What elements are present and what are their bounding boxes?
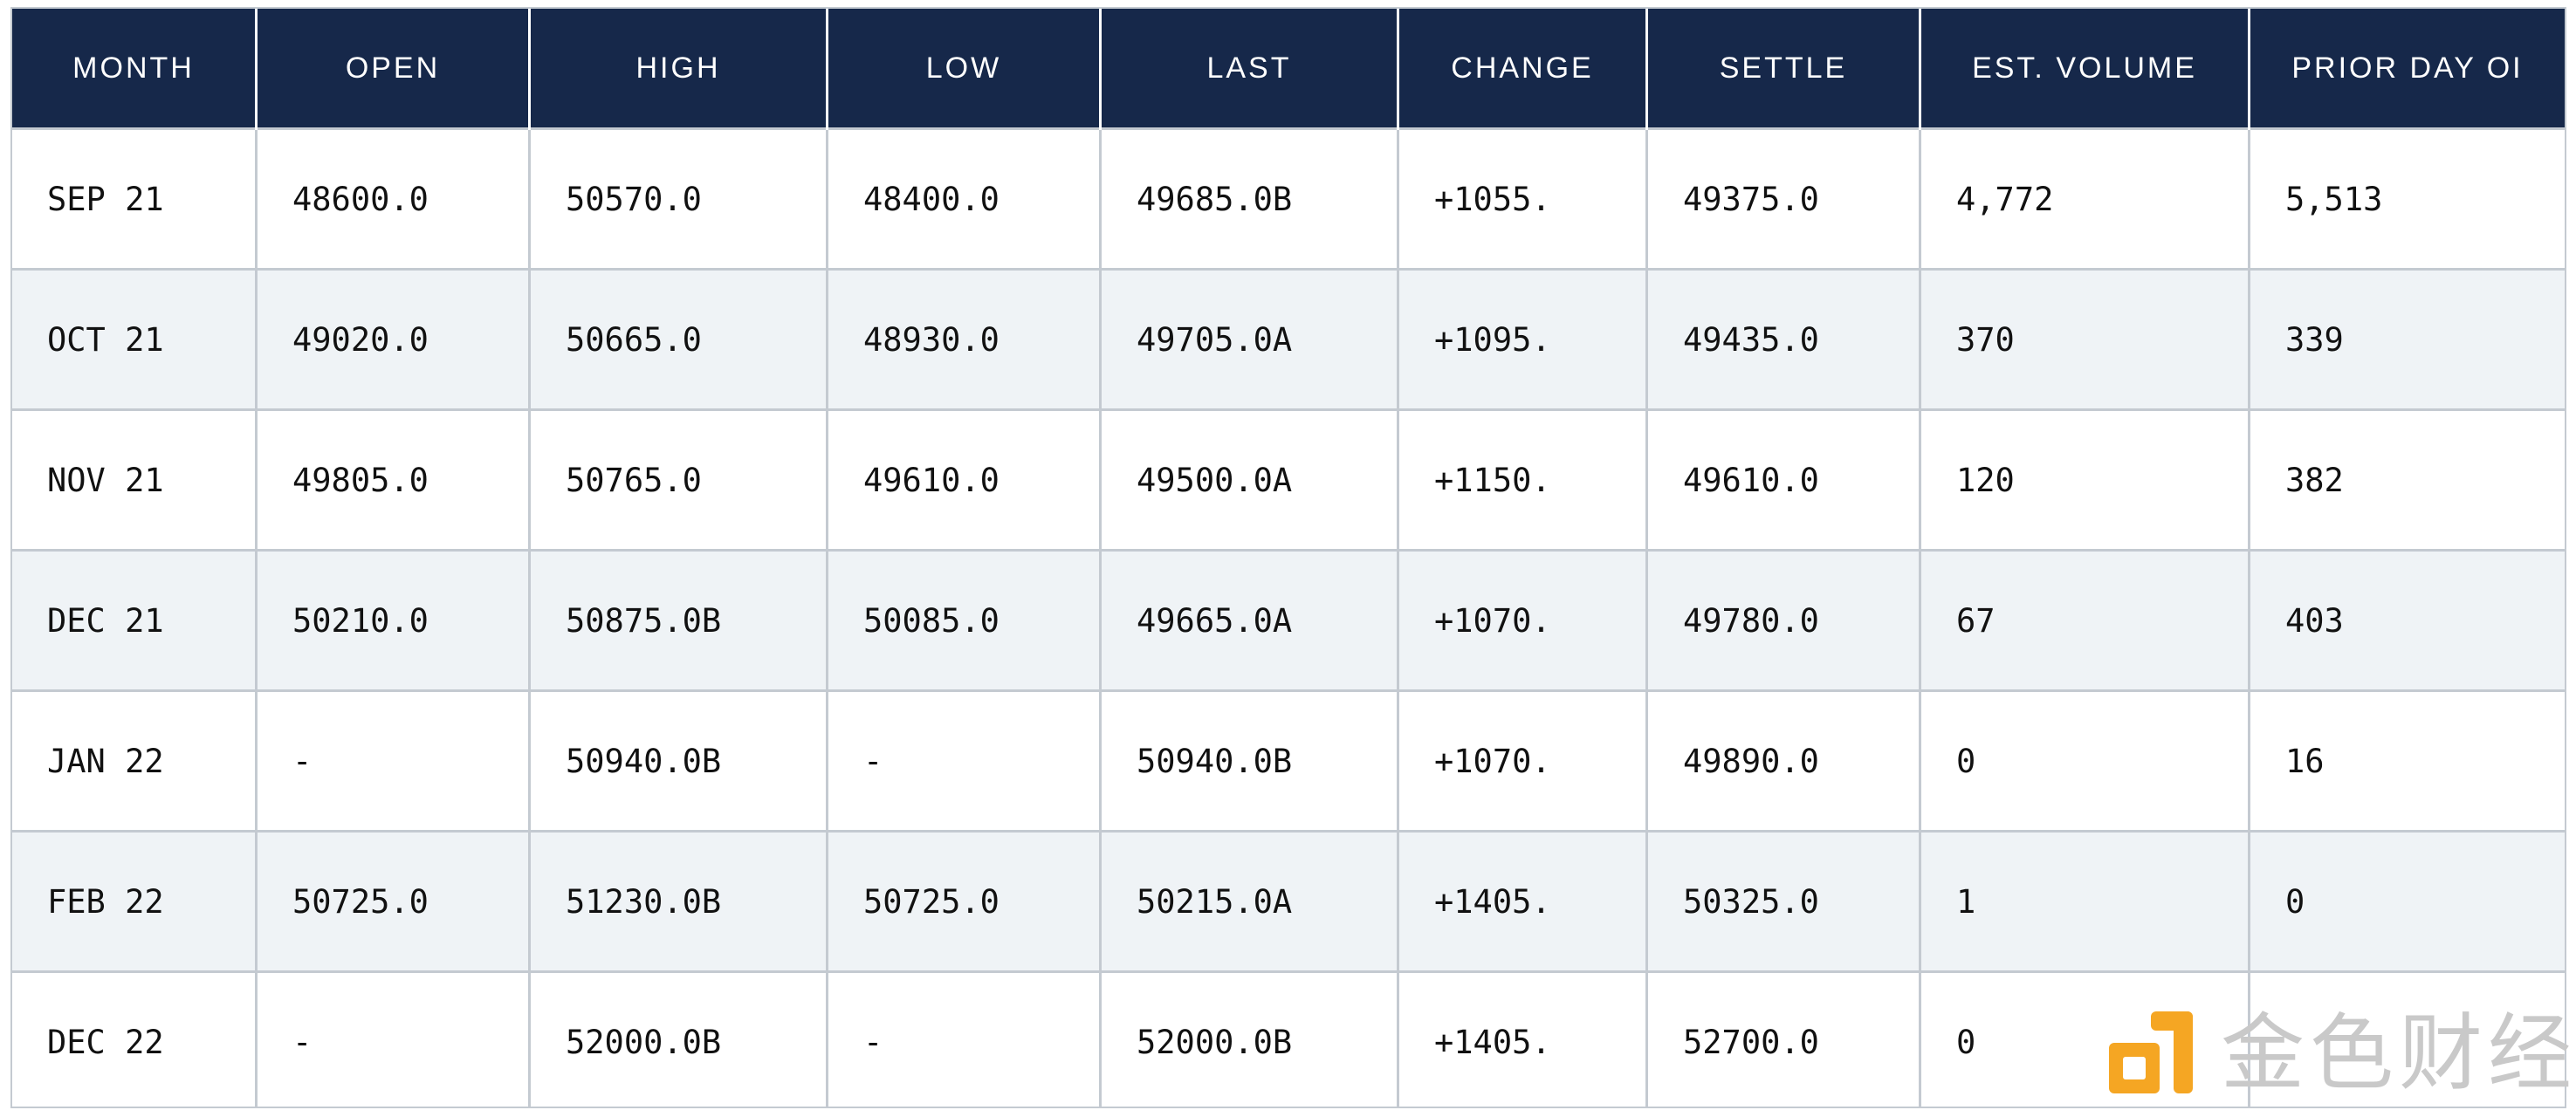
column-header-last[interactable]: LAST xyxy=(1099,9,1398,129)
cell-change: +1055. xyxy=(1397,127,1647,270)
cell-high: 50570.0 xyxy=(528,127,828,270)
cell-settle: 49435.0 xyxy=(1645,268,1920,410)
cell-prior-day-oi: 0 xyxy=(2248,830,2565,972)
cell-prior-day-oi: 339 xyxy=(2248,268,2565,410)
cell-change: +1405. xyxy=(1397,970,1647,1107)
column-header-low[interactable]: LOW xyxy=(826,9,1101,129)
cell-last: 52000.0B xyxy=(1099,970,1398,1107)
cell-est-volume: 0 xyxy=(1919,970,2250,1107)
watermark: 金色财经 xyxy=(2105,1002,2576,1105)
cell-est-volume: 67 xyxy=(1919,549,2250,691)
column-header-change[interactable]: CHANGE xyxy=(1397,9,1647,129)
cell-open: 49020.0 xyxy=(255,268,530,410)
cell-month: FEB 22 xyxy=(12,830,257,972)
cell-prior-day-oi: 5,513 xyxy=(2248,127,2565,270)
cell-month: SEP 21 xyxy=(12,127,257,270)
cell-high: 52000.0B xyxy=(528,970,828,1107)
table-row[interactable]: JAN 22-50940.0B -50940.0B +1070. 49890.0 0 16 xyxy=(12,689,2565,832)
cell-change: +1405. xyxy=(1397,830,1647,972)
watermark-text: 金色财经 xyxy=(2221,1004,2576,1102)
cell-open: 49805.0 xyxy=(255,408,530,551)
jinse-logo-icon xyxy=(2105,1008,2196,1099)
cell-prior-day-oi: 16 xyxy=(2248,689,2565,832)
futures-quotes-table: MONTH OPEN HIGH LOW LAST CHANGE SETTLE E… xyxy=(12,9,2565,1107)
table-body: SEP 21 48600.0 50570.0 48400.0 49685.0B +1055… xyxy=(12,127,2565,1107)
cell-open: 50210.0 xyxy=(255,549,530,691)
cell-change: +1095. xyxy=(1397,268,1647,410)
cell-settle: 52700.0 xyxy=(1645,970,1920,1107)
cell-change: +1070. xyxy=(1397,689,1647,832)
cell-low: 50725.0 xyxy=(826,830,1101,972)
cell-low: - xyxy=(826,970,1101,1107)
cell-last: 50215.0A xyxy=(1099,830,1398,972)
cell-high: 50765.0 xyxy=(528,408,828,551)
cell-settle: 49610.0 xyxy=(1645,408,1920,551)
cell-low: - xyxy=(826,689,1101,832)
cell-last: 49705.0A xyxy=(1099,268,1398,410)
column-header-month[interactable]: MONTH xyxy=(12,9,257,129)
cell-est-volume: 1 xyxy=(1919,830,2250,972)
cell-change: +1070. xyxy=(1397,549,1647,691)
cell-high: 50875.0B xyxy=(528,549,828,691)
column-header-open[interactable]: OPEN xyxy=(255,9,530,129)
column-header-prior-day-oi[interactable]: PRIOR DAY OI xyxy=(2248,9,2565,129)
cell-low: 48400.0 xyxy=(826,127,1101,270)
cell-prior-day-oi xyxy=(2248,970,2565,1107)
cell-high: 51230.0B xyxy=(528,830,828,972)
table-row[interactable]: SEP 21 48600.0 50570.0 48400.0 49685.0B +1055… xyxy=(12,127,2565,270)
cell-open: 48600.0 xyxy=(255,127,530,270)
table-row[interactable]: NOV 21 49805.0 50765.0 49610.0 49500.0A +1150… xyxy=(12,408,2565,551)
futures-table-container: MONTH OPEN HIGH LOW LAST CHANGE SETTLE E… xyxy=(10,7,2566,1108)
table-row[interactable]: FEB 22 50725.0 51230.0B 50725.0 50215.0A +140… xyxy=(12,830,2565,972)
header-row: MONTH OPEN HIGH LOW LAST CHANGE SETTLE E… xyxy=(12,9,2565,129)
cell-est-volume: 370 xyxy=(1919,268,2250,410)
cell-settle: 50325.0 xyxy=(1645,830,1920,972)
cell-month: DEC 22 xyxy=(12,970,257,1107)
cell-last: 49500.0A xyxy=(1099,408,1398,551)
cell-settle: 49890.0 xyxy=(1645,689,1920,832)
column-header-est-volume[interactable]: EST. VOLUME xyxy=(1919,9,2250,129)
cell-settle: 49780.0 xyxy=(1645,549,1920,691)
cell-low: 48930.0 xyxy=(826,268,1101,410)
table-header: MONTH OPEN HIGH LOW LAST CHANGE SETTLE E… xyxy=(12,9,2565,129)
cell-est-volume: 4,772 xyxy=(1919,127,2250,270)
cell-open: - xyxy=(255,970,530,1107)
cell-est-volume: 0 xyxy=(1919,689,2250,832)
cell-low: 50085.0 xyxy=(826,549,1101,691)
cell-month: NOV 21 xyxy=(12,408,257,551)
cell-high: 50940.0B xyxy=(528,689,828,832)
cell-month: DEC 21 xyxy=(12,549,257,691)
cell-month: JAN 22 xyxy=(12,689,257,832)
cell-last: 49685.0B xyxy=(1099,127,1398,270)
cell-est-volume: 120 xyxy=(1919,408,2250,551)
cell-high: 50665.0 xyxy=(528,268,828,410)
column-header-settle[interactable]: SETTLE xyxy=(1645,9,1920,129)
cell-open: - xyxy=(255,689,530,832)
table-row[interactable]: DEC 21 50210.0 50875.0B 50085.0 49665.0A +107… xyxy=(12,549,2565,691)
cell-last: 50940.0B xyxy=(1099,689,1398,832)
cell-month: OCT 21 xyxy=(12,268,257,410)
cell-last: 49665.0A xyxy=(1099,549,1398,691)
cell-open: 50725.0 xyxy=(255,830,530,972)
column-header-high[interactable]: HIGH xyxy=(528,9,828,129)
cell-prior-day-oi: 403 xyxy=(2248,549,2565,691)
cell-change: +1150. xyxy=(1397,408,1647,551)
table-row[interactable]: OCT 21 49020.0 50665.0 48930.0 49705.0A +1095… xyxy=(12,268,2565,410)
cell-low: 49610.0 xyxy=(826,408,1101,551)
table-row[interactable]: DEC 22-52000.0B -52000.0B +1405. 52700.0 0 xyxy=(12,970,2565,1107)
cell-prior-day-oi: 382 xyxy=(2248,408,2565,551)
cell-settle: 49375.0 xyxy=(1645,127,1920,270)
